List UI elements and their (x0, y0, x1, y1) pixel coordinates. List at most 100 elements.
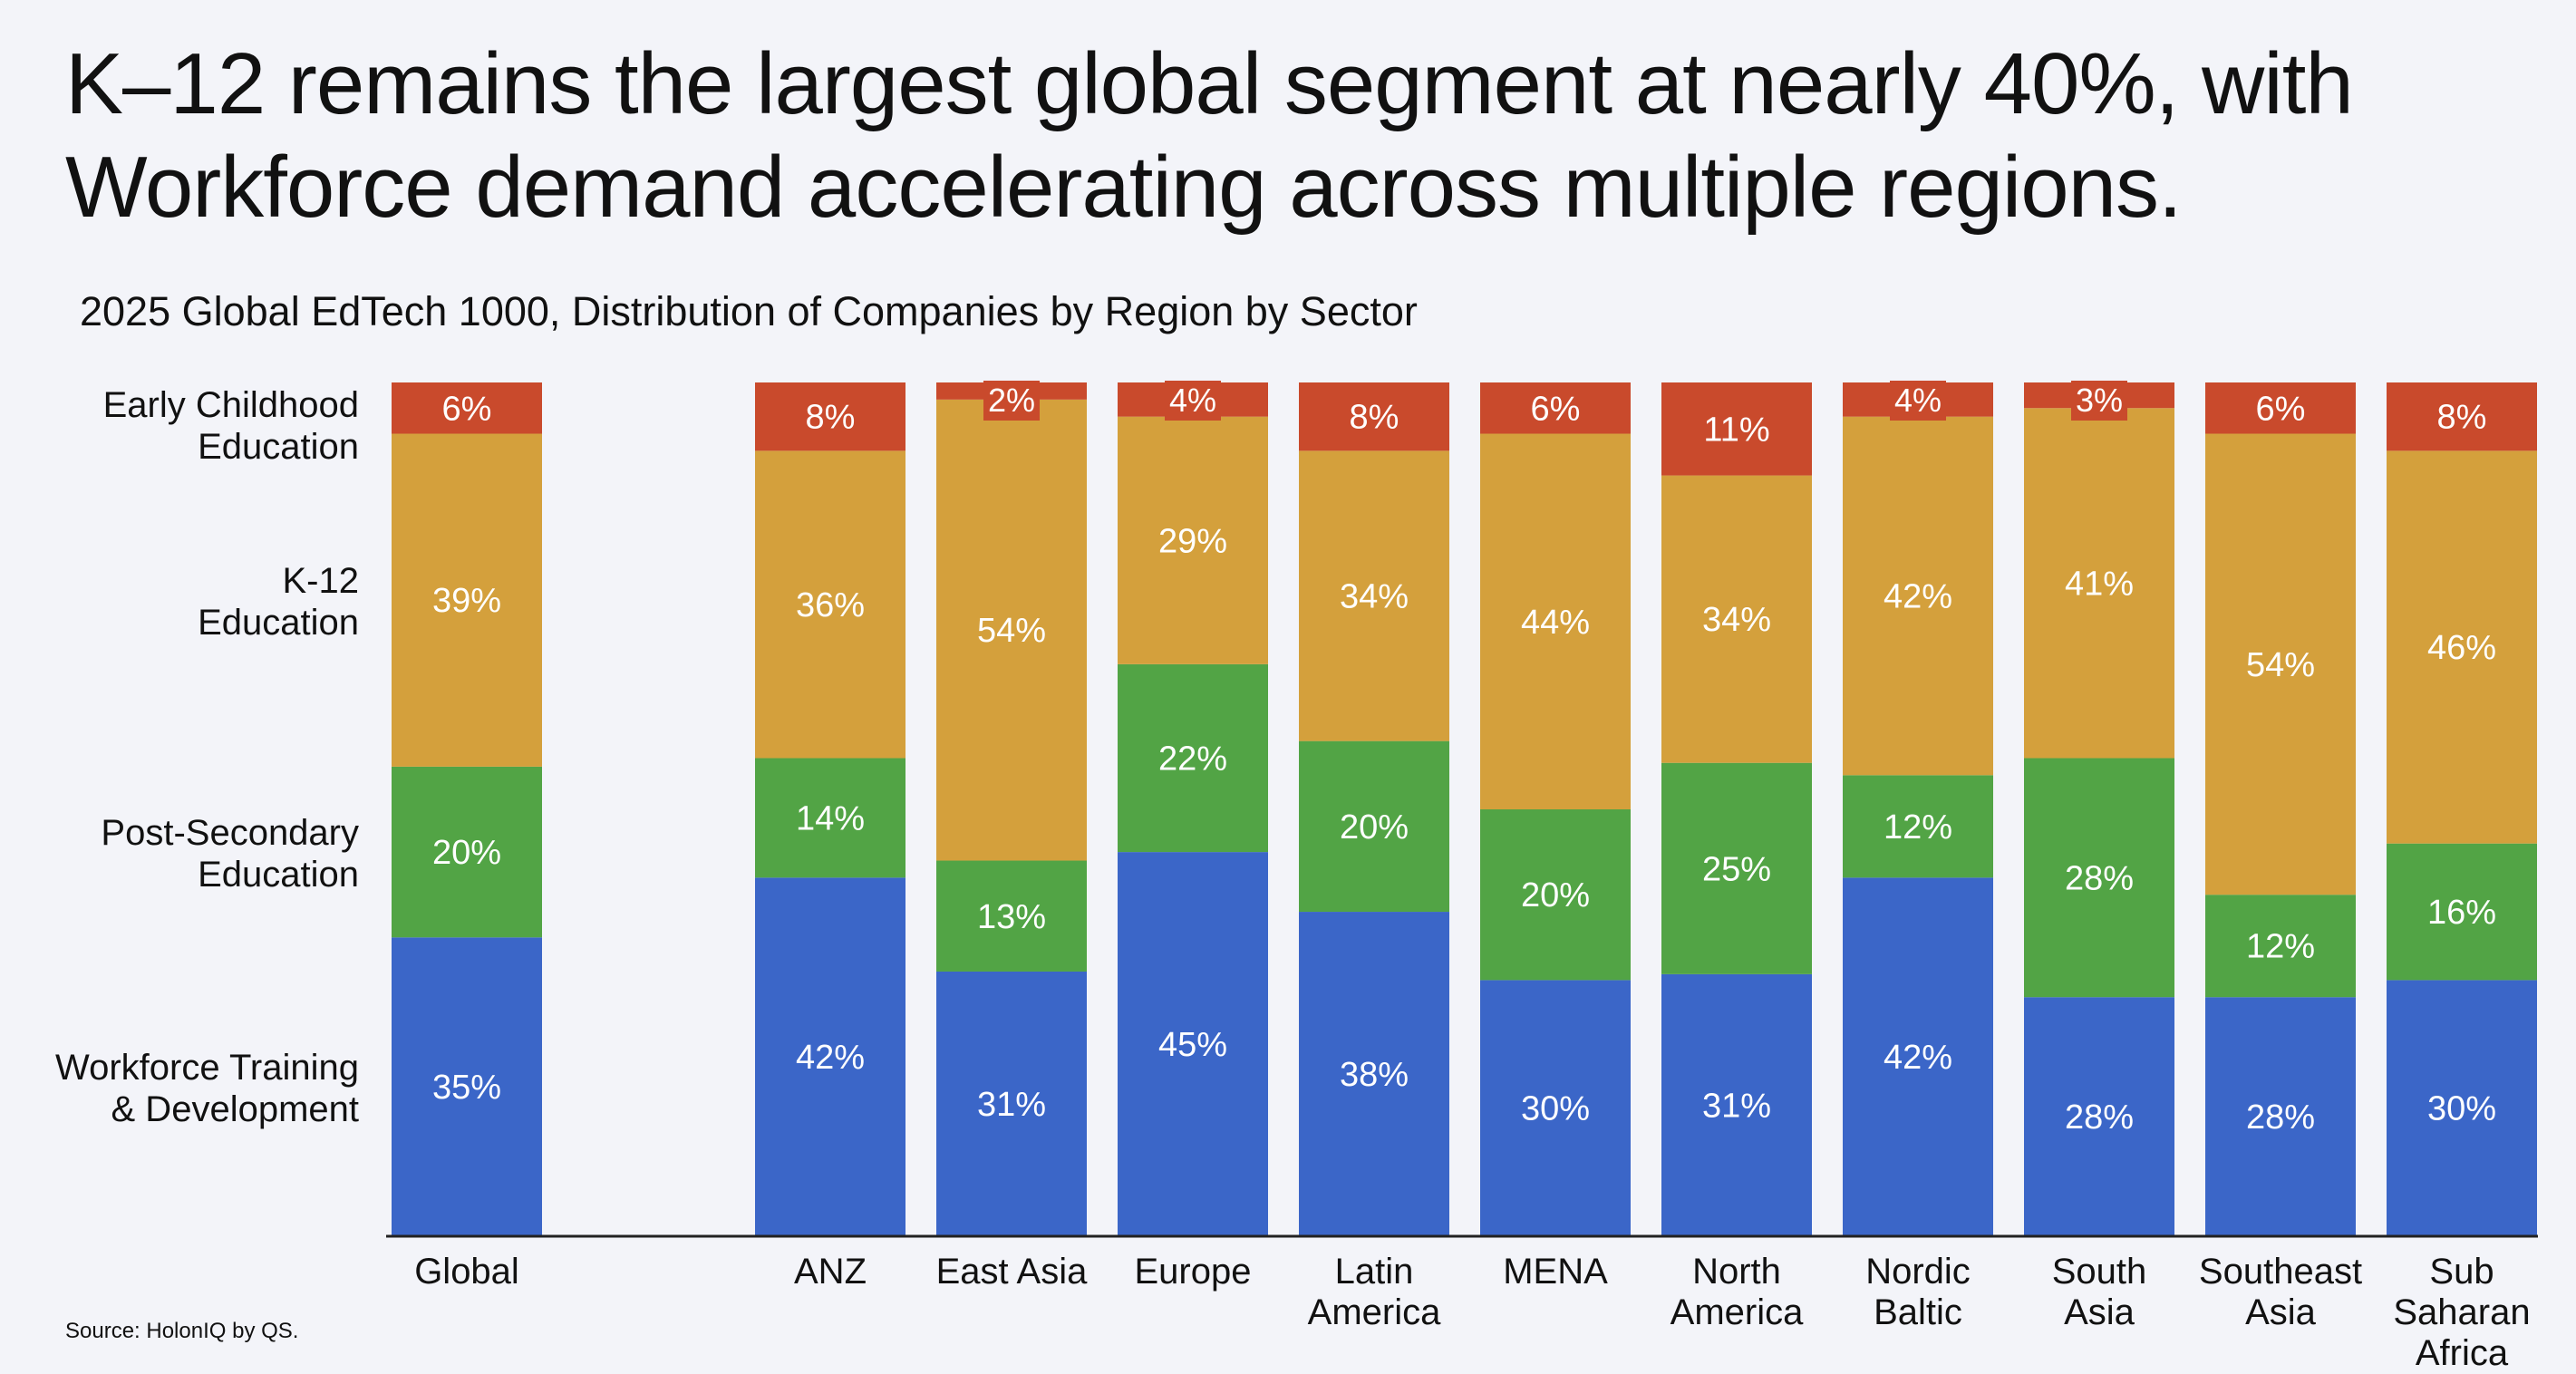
bar-southeast-asia-k-12-education (2205, 433, 2356, 895)
value-label-southeast-asia-post-secondary-education: 12% (2246, 928, 2315, 966)
value-label-anz-post-secondary-education: 14% (796, 799, 865, 837)
value-label-anz-early-childhood-education: 8% (806, 399, 856, 437)
value-label-nordic-baltic-workforce-training-development: 42% (1884, 1039, 1952, 1077)
value-label-global-post-secondary-education: 20% (432, 834, 501, 872)
legend-label-early-childhood-education: Early Childhood Education (103, 385, 359, 467)
bar-south-asia-k-12-education (2024, 408, 2174, 759)
value-label-europe-k-12-education: 29% (1158, 522, 1227, 560)
bar-mena-early-childhood-education (1480, 382, 1631, 434)
value-label-nordic-baltic-post-secondary-education: 12% (1884, 808, 1952, 847)
headline: K–12 remains the largest global segment … (65, 35, 2354, 236)
value-label-east-asia-early-childhood-education: 2% (988, 382, 1035, 419)
bar-global-workforce-training-development (392, 937, 542, 1236)
value-label-europe-post-secondary-education: 22% (1158, 740, 1227, 778)
value-label-europe-workforce-training-development: 45% (1158, 1026, 1227, 1064)
bar-latin-america-early-childhood-education (1299, 382, 1449, 451)
value-label-mena-post-secondary-education: 20% (1521, 876, 1590, 914)
value-label-global-early-childhood-education: 6% (442, 390, 492, 428)
value-label-mena-early-childhood-education: 6% (1531, 390, 1581, 428)
bar-latin-america-workforce-training-development (1299, 912, 1449, 1236)
segment-label-layer: 35% 20% 39% 6% 42% 14% 36% 8% 31% 13% 54% 2% 45% 22% 2… (432, 381, 2496, 1137)
bar-europe-k-12-education (1118, 416, 1268, 664)
chart-subtitle: 2025 Global EdTech 1000, Distribution of… (80, 288, 1418, 334)
value-label-anz-k-12-education: 36% (796, 586, 865, 624)
value-label-anz-workforce-training-development: 42% (796, 1039, 865, 1077)
bar-sub-saharan-africa-k-12-education (2387, 450, 2537, 844)
bar-latin-america-post-secondary-education (1299, 740, 1449, 913)
bar-global-k-12-education (392, 433, 542, 767)
value-label-latin-america-k-12-education: 34% (1340, 578, 1409, 616)
x-tick-label-southeast-asia: Southeast Asia (2199, 1252, 2362, 1332)
value-label-east-asia-post-secondary-education: 13% (977, 898, 1046, 936)
bar-nordic-baltic-k-12-education (1843, 416, 1993, 776)
value-label-nordic-baltic-early-childhood-education: 4% (1894, 382, 1942, 419)
value-label-north-america-k-12-education: 34% (1702, 601, 1771, 639)
bar-sub-saharan-africa-post-secondary-education (2387, 843, 2537, 981)
x-tick-label-mena: MENA (1503, 1252, 1608, 1292)
bar-global-post-secondary-education (392, 766, 542, 938)
value-label-south-asia-k-12-education: 41% (2065, 565, 2134, 603)
x-tick-label-nordic-baltic: Nordic Baltic (1865, 1252, 1971, 1332)
x-tick-label-east-asia: East Asia (936, 1252, 1089, 1292)
value-label-southeast-asia-early-childhood-education: 6% (2256, 390, 2306, 428)
bar-east-asia-workforce-training-development (936, 971, 1087, 1236)
bar-north-america-post-secondary-education (1661, 762, 1812, 974)
value-label-mena-workforce-training-development: 30% (1521, 1090, 1590, 1128)
value-badge-east-asia-early-childhood-education (983, 381, 1040, 421)
bar-east-asia-post-secondary-education (936, 860, 1087, 972)
value-label-south-asia-post-secondary-education: 28% (2065, 859, 2134, 897)
value-label-north-america-workforce-training-development: 31% (1702, 1087, 1771, 1125)
value-label-nordic-baltic-k-12-education: 42% (1884, 578, 1952, 616)
x-tick-label-latin-america: Latin America (1308, 1252, 1441, 1332)
row-legend: Workforce Training & Development Post-Seco… (55, 385, 359, 1129)
bar-mena-workforce-training-development (1480, 980, 1631, 1236)
source-note: Source: HolonIQ by QS. (65, 1319, 299, 1343)
x-tick-label-global: Global (414, 1252, 519, 1292)
bar-anz-early-childhood-education (755, 382, 905, 451)
bar-latin-america-k-12-education (1299, 450, 1449, 741)
value-label-latin-america-early-childhood-education: 8% (1350, 399, 1399, 437)
x-tick-label-layer: Global ANZ East Asia Europe Latin America MENA… (414, 1252, 2530, 1373)
bar-southeast-asia-workforce-training-development (2205, 997, 2356, 1236)
x-tick-label-sub-saharan-africa: Sub Saharan Africa (2393, 1252, 2530, 1373)
value-label-mena-k-12-education: 44% (1521, 604, 1590, 642)
legend-label-workforce-training-development: Workforce Training & Development (55, 1048, 359, 1129)
bar-anz-workforce-training-development (755, 877, 905, 1236)
value-label-south-asia-early-childhood-education: 3% (2076, 382, 2123, 419)
x-tick-label-south-asia: South Asia (2052, 1252, 2147, 1332)
value-label-sub-saharan-africa-k-12-education: 46% (2427, 629, 2496, 667)
x-tick-label-north-america: North America (1671, 1252, 1804, 1332)
bar-europe-workforce-training-development (1118, 852, 1268, 1236)
value-label-sub-saharan-africa-post-secondary-education: 16% (2427, 894, 2496, 932)
bar-sub-saharan-africa-workforce-training-development (2387, 980, 2537, 1236)
value-label-latin-america-post-secondary-education: 20% (1340, 808, 1409, 847)
bar-north-america-early-childhood-education (1661, 382, 1812, 476)
bar-mena-post-secondary-education (1480, 809, 1631, 981)
value-label-southeast-asia-k-12-education: 54% (2246, 646, 2315, 684)
value-label-east-asia-k-12-education: 54% (977, 612, 1046, 650)
legend-label-post-secondary-education: Post-Secondary Education (101, 813, 359, 895)
bar-north-america-workforce-training-development (1661, 973, 1812, 1236)
bar-east-asia-k-12-education (936, 399, 1087, 861)
value-badge-nordic-baltic-early-childhood-education (1890, 381, 1946, 421)
value-label-east-asia-workforce-training-development: 31% (977, 1086, 1046, 1124)
value-label-europe-early-childhood-education: 4% (1169, 382, 1216, 419)
bar-global-early-childhood-education (392, 382, 542, 434)
bar-nordic-baltic-workforce-training-development (1843, 877, 1993, 1236)
bar-southeast-asia-early-childhood-education (2205, 382, 2356, 434)
bar-south-asia-workforce-training-development (2024, 997, 2174, 1236)
value-label-south-asia-workforce-training-development: 28% (2065, 1098, 2134, 1137)
bar-layer (392, 382, 2537, 1236)
value-label-north-america-early-childhood-education: 11% (1703, 411, 1769, 449)
value-label-global-k-12-education: 39% (432, 582, 501, 620)
value-label-sub-saharan-africa-workforce-training-development: 30% (2427, 1090, 2496, 1128)
legend-label-k-12-education: K-12 Education (198, 561, 359, 643)
bar-anz-k-12-education (755, 450, 905, 759)
value-badge-europe-early-childhood-education (1165, 381, 1221, 421)
bar-mena-k-12-education (1480, 433, 1631, 809)
bar-sub-saharan-africa-early-childhood-education (2387, 382, 2537, 451)
bar-anz-post-secondary-education (755, 758, 905, 878)
value-label-global-workforce-training-development: 35% (432, 1069, 501, 1107)
bar-north-america-k-12-education (1661, 475, 1812, 763)
x-tick-label-anz: ANZ (794, 1252, 867, 1292)
